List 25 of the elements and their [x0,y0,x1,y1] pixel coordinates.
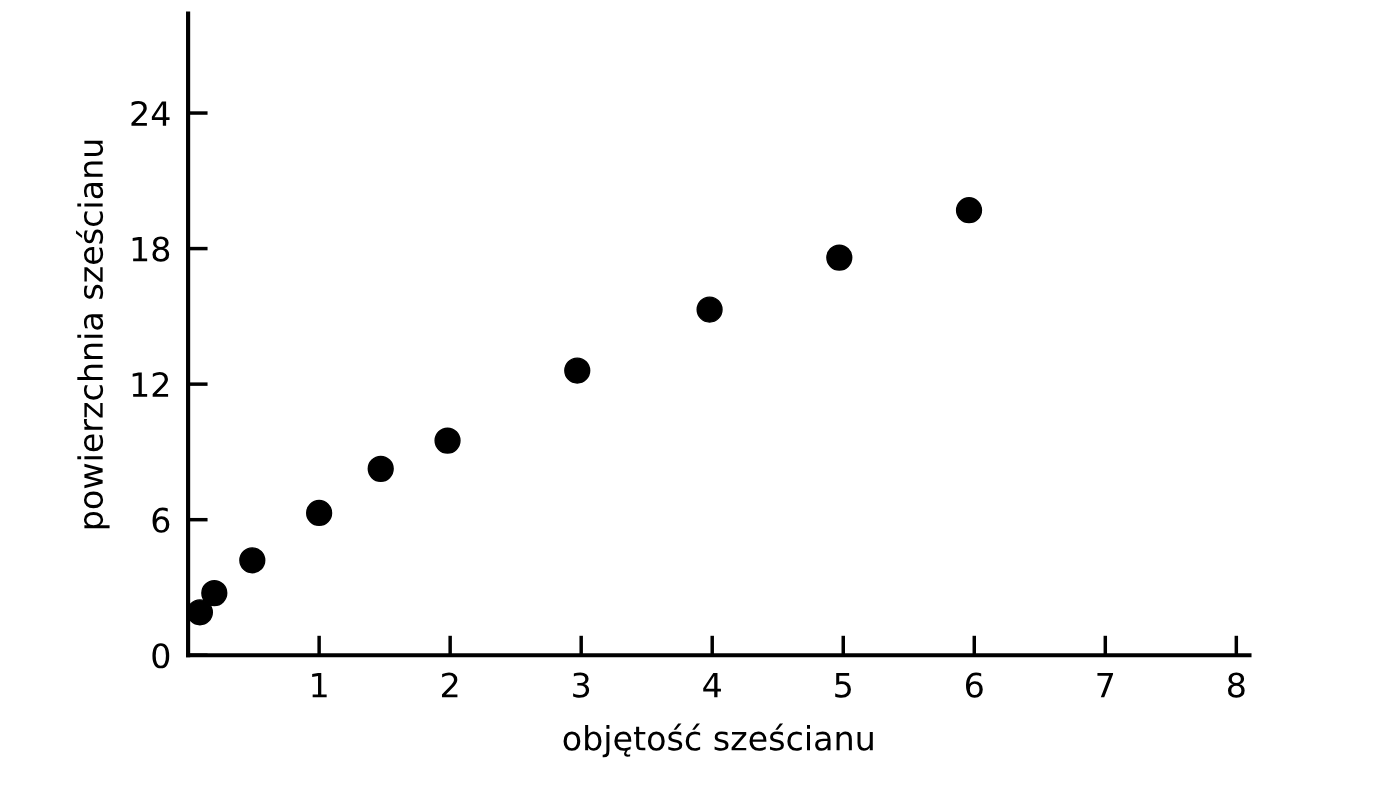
y-tick-label: 0 [152,643,170,669]
y-tick-label: 18 [132,236,170,262]
point [367,455,394,482]
y-axis-title: powierzchnia sześcianu [75,140,110,529]
y-tick-label: 24 [131,100,170,126]
x-axis-title: objętość sześcianu [563,723,873,758]
x-tick-label: 8 [1227,672,1245,698]
y-tick-label: 12 [132,372,169,397]
x-tick-label: 5 [835,672,851,698]
point [201,579,228,607]
x-tick-label: 1 [312,672,327,698]
point [188,599,214,626]
point [434,427,461,454]
x-tick-label: 6 [965,672,983,698]
x-tick-label: 3 [573,672,590,698]
point [306,499,333,527]
x-tick-label: 2 [442,672,458,698]
x-tick-label: 4 [703,672,721,698]
point [826,244,853,271]
point [696,296,723,323]
point [239,547,266,574]
y-tick-label: 6 [152,507,170,533]
x-tick-label: 7 [1097,672,1114,698]
point [564,357,591,384]
point [955,197,983,224]
